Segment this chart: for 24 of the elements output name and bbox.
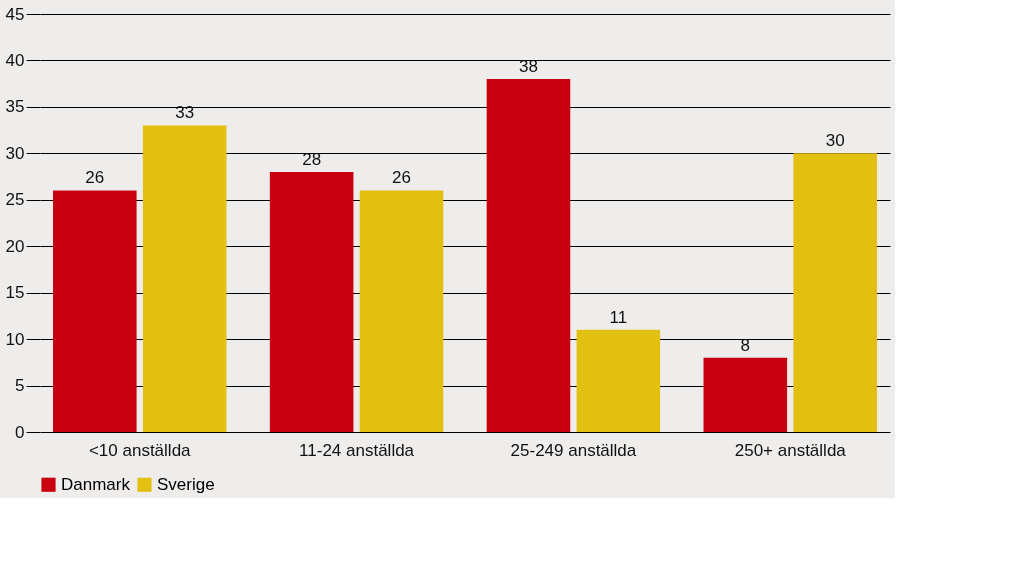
- y-tick-label: 0: [15, 422, 25, 442]
- x-tick-label: <10 anställda: [88, 440, 192, 460]
- data-label: 11: [609, 307, 628, 327]
- x-tick-label: 25-249 anställda: [510, 440, 637, 460]
- data-label: 26: [392, 168, 411, 188]
- data-label: 38: [519, 57, 538, 77]
- data-label: 30: [825, 131, 845, 151]
- data-label: 8: [740, 335, 751, 355]
- legend-label: Danmark: [61, 474, 131, 494]
- y-tick-label: 35: [5, 97, 25, 117]
- y-tick-label: 5: [15, 376, 25, 396]
- y-tick-label: 10: [5, 329, 25, 349]
- x-tick-label: 11-24 anställda: [299, 440, 415, 460]
- data-label: 26: [85, 168, 105, 188]
- y-tick-label: 45: [5, 4, 25, 24]
- legend-label: Sverige: [157, 474, 215, 494]
- y-tick-label: 15: [5, 283, 25, 303]
- y-tick-label: 20: [5, 236, 25, 256]
- data-label: 28: [302, 149, 322, 169]
- y-tick-label: 25: [5, 190, 25, 210]
- x-tick-label: 250+ anställda: [734, 440, 847, 460]
- y-tick-label: 30: [5, 143, 25, 163]
- data-label: 33: [175, 103, 195, 123]
- y-tick-label: 40: [5, 50, 25, 70]
